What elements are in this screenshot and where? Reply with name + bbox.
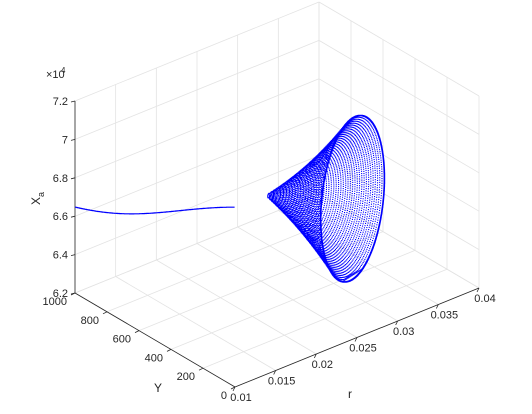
grid-line — [74, 155, 320, 255]
grid-line — [74, 116, 320, 217]
grid-line — [318, 1, 480, 97]
svg-text:4: 4 — [61, 66, 66, 75]
y-tick — [102, 311, 108, 315]
scatter-points — [75, 114, 386, 283]
y-tick — [198, 367, 204, 371]
svg-text:X: X — [29, 197, 43, 205]
r-tick-label: 0.025 — [349, 343, 377, 355]
y-tick-label: 600 — [113, 334, 131, 346]
xa-tick-label: 7 — [62, 134, 68, 146]
y-tick-label: 800 — [81, 315, 99, 327]
r-tick-label: 0.03 — [393, 326, 414, 338]
r-tick — [273, 370, 277, 375]
grid-line — [170, 250, 416, 350]
r-tick — [476, 287, 480, 293]
z-axis-label: X a — [29, 192, 46, 205]
r-tick — [435, 304, 439, 309]
y-axis-label: Y — [154, 381, 162, 395]
grid-line — [156, 259, 317, 355]
svg-text:a: a — [36, 192, 46, 197]
r-tick-label: 0.02 — [312, 359, 333, 371]
xa-tick — [70, 254, 76, 256]
grid-line — [74, 40, 320, 140]
grid-line — [318, 193, 480, 289]
tick-labels: 0.01 0.015 0.02 0.025 0.03 0.035 0.04 0 200 400 60… — [43, 96, 496, 404]
xa-tick — [70, 215, 76, 218]
r-tick — [395, 320, 399, 326]
grid-line — [106, 212, 352, 313]
xa-tick-label: 6.6 — [53, 211, 68, 223]
grid-line — [318, 78, 480, 174]
axes — [70, 100, 480, 392]
y-tick-label: 0 — [221, 390, 227, 402]
y-tick-label: 200 — [177, 371, 195, 383]
data-points — [75, 114, 386, 283]
xa-tick — [70, 292, 76, 295]
x-axis-label: r — [348, 387, 352, 401]
r-tick — [354, 337, 358, 342]
grid-line — [202, 268, 448, 369]
grid-line — [74, 193, 320, 294]
xa-tick — [70, 177, 76, 180]
grid-line — [74, 78, 320, 179]
xa-tick-label: 7.2 — [53, 96, 68, 108]
y-tick — [166, 349, 172, 352]
y-tick-label: 400 — [145, 352, 163, 364]
r-tick-label: 0.015 — [268, 376, 296, 388]
xa-tick — [70, 100, 76, 103]
grid-line — [74, 1, 320, 102]
xa-tick-label: 6.8 — [53, 173, 68, 185]
y-tick — [134, 330, 140, 333]
xa-tick-label: 6.2 — [53, 288, 68, 300]
grid-line — [318, 155, 480, 250]
r-tick-label: 0.035 — [431, 310, 459, 322]
r-tick-label: 0.04 — [474, 293, 495, 305]
y-tick — [230, 386, 236, 390]
grid-line — [115, 276, 276, 371]
svg-text:×10: ×10 — [46, 69, 65, 81]
y-axis-line — [74, 292, 236, 388]
r-tick — [313, 353, 317, 359]
grid-line — [237, 226, 398, 322]
z-exponent-label: ×10 4 — [46, 66, 66, 81]
y-tick-label: 1000 — [43, 296, 67, 308]
xa-tick-label: 6.4 — [53, 250, 68, 262]
r-tick-label: 0.01 — [230, 392, 251, 404]
grid-line — [196, 243, 358, 338]
xa-tick — [70, 139, 76, 141]
grid-line — [318, 40, 480, 135]
r-tick — [232, 386, 236, 392]
